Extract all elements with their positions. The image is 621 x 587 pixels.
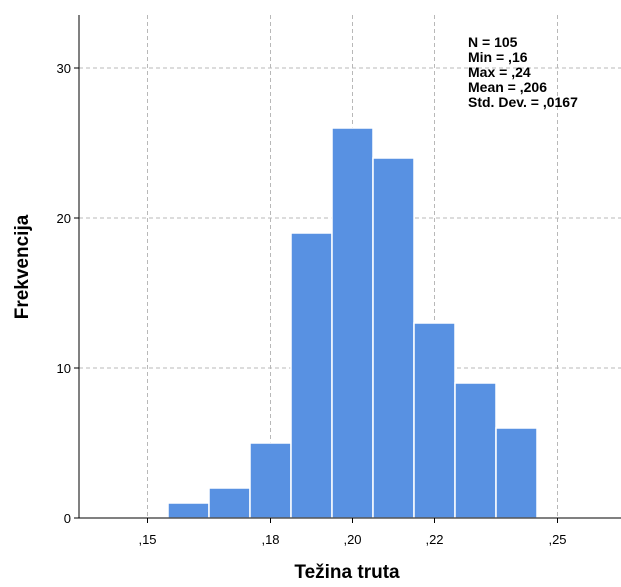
y-tick-label: 10 [57,361,71,376]
histogram-bar [208,487,251,519]
histogram-bar [413,322,456,519]
y-tick-label: 20 [57,211,71,226]
x-tick-label: ,15 [138,532,156,547]
histogram-bar [167,502,210,519]
histogram-bar [290,232,333,519]
histogram-bar [495,427,538,519]
histogram-bars [167,127,538,519]
histogram-bar [331,127,374,519]
x-tick-label: ,22 [425,532,443,547]
axes [74,15,621,523]
stat-line: N = 105 [468,34,518,50]
stat-line: Min = ,16 [468,49,528,65]
histogram-bar [372,157,415,519]
stat-line: Max = ,24 [468,64,531,80]
x-axis-title: Težina truta [294,562,400,583]
y-tick-label: 30 [57,61,71,76]
stat-line: Mean = ,206 [468,79,547,95]
histogram-bar [249,442,292,519]
x-tick-label: ,20 [343,532,361,547]
stat-line: Std. Dev. = ,0167 [468,94,578,110]
tick-labels: 0 10 20 30 ,15 ,18 ,20 ,22 ,25 [57,61,567,547]
y-axis-title: Frekvencija [12,214,33,319]
x-tick-label: ,25 [548,532,566,547]
y-tick-label: 0 [64,511,71,526]
histogram-bar [454,382,497,519]
grid-lines [79,15,621,518]
x-tick-label: ,18 [261,532,279,547]
